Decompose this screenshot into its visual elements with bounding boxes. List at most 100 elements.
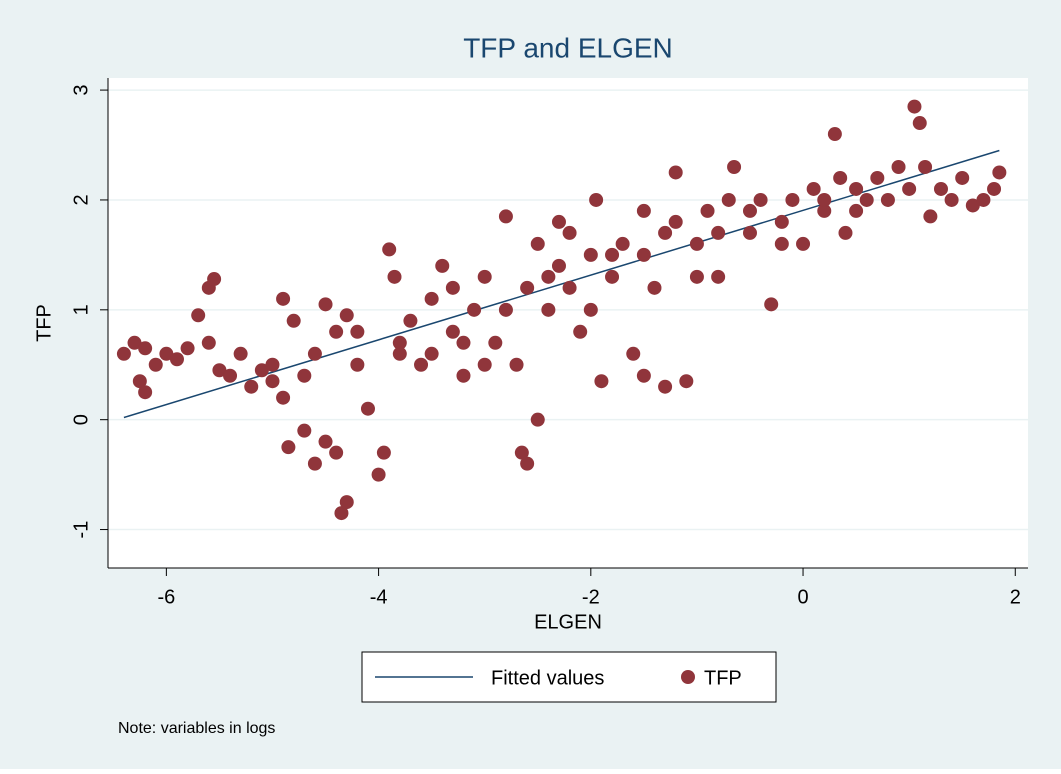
point	[281, 440, 296, 455]
point	[132, 374, 147, 389]
point	[456, 335, 471, 350]
point	[668, 214, 683, 229]
point	[382, 242, 397, 257]
point	[339, 308, 354, 323]
point	[276, 291, 291, 306]
point	[594, 374, 609, 389]
point	[307, 456, 322, 471]
y-tick-label: 3	[70, 85, 92, 96]
point	[138, 341, 153, 356]
chart-title: TFP and ELGEN	[463, 32, 673, 63]
point	[583, 247, 598, 262]
point	[334, 506, 349, 521]
point	[833, 170, 848, 185]
point	[880, 192, 895, 207]
point	[445, 280, 460, 295]
point	[944, 192, 959, 207]
point	[774, 214, 789, 229]
point	[806, 181, 821, 196]
point	[992, 165, 1007, 180]
point	[689, 236, 704, 251]
point	[207, 272, 222, 287]
point	[498, 302, 513, 317]
point	[424, 291, 439, 306]
point	[376, 445, 391, 460]
point	[392, 346, 407, 361]
y-tick-label: 1	[70, 304, 92, 315]
point	[477, 357, 492, 372]
point	[838, 225, 853, 240]
point	[700, 203, 715, 218]
point	[307, 346, 322, 361]
point	[212, 363, 227, 378]
point	[849, 203, 864, 218]
point	[918, 159, 933, 174]
point	[414, 357, 429, 372]
point	[180, 341, 195, 356]
point	[689, 269, 704, 284]
point	[923, 209, 938, 224]
point	[530, 236, 545, 251]
point	[562, 225, 577, 240]
x-tick-label: 2	[1010, 586, 1021, 608]
legend-label: TFP	[704, 667, 742, 689]
point	[350, 324, 365, 339]
x-axis-label: ELGEN	[534, 611, 602, 633]
point	[286, 313, 301, 328]
point	[679, 374, 694, 389]
point	[148, 357, 163, 372]
point	[297, 368, 312, 383]
point	[435, 258, 450, 273]
point	[329, 324, 344, 339]
point	[541, 269, 556, 284]
point	[520, 456, 535, 471]
point	[350, 357, 365, 372]
point	[668, 165, 683, 180]
point	[849, 181, 864, 196]
point	[551, 258, 566, 273]
point	[870, 170, 885, 185]
point	[764, 297, 779, 312]
point	[589, 192, 604, 207]
point	[817, 192, 832, 207]
point	[520, 280, 535, 295]
point	[509, 357, 524, 372]
point	[753, 192, 768, 207]
y-tick-label: 2	[70, 194, 92, 205]
point	[774, 236, 789, 251]
point	[626, 346, 641, 361]
point	[827, 127, 842, 142]
point	[721, 192, 736, 207]
point	[605, 269, 620, 284]
point	[817, 203, 832, 218]
point	[658, 379, 673, 394]
point	[514, 445, 529, 460]
point	[647, 280, 662, 295]
x-tick-label: -4	[370, 586, 388, 608]
point	[456, 368, 471, 383]
point	[636, 368, 651, 383]
legend-marker	[681, 670, 695, 684]
point	[254, 363, 269, 378]
point	[329, 445, 344, 460]
point	[477, 269, 492, 284]
x-tick-label: -6	[157, 586, 175, 608]
point	[636, 203, 651, 218]
x-tick-label: -2	[582, 586, 600, 608]
point	[360, 401, 375, 416]
y-tick-label: -1	[70, 521, 92, 539]
y-tick-label: 0	[70, 414, 92, 425]
point	[498, 209, 513, 224]
point	[244, 379, 259, 394]
point	[573, 324, 588, 339]
point	[169, 352, 184, 367]
point	[233, 346, 248, 361]
point	[191, 308, 206, 323]
point	[403, 313, 418, 328]
point	[907, 99, 922, 114]
point	[541, 302, 556, 317]
legend-label: Fitted values	[491, 667, 604, 689]
point	[796, 236, 811, 251]
point	[387, 269, 402, 284]
point	[265, 357, 280, 372]
